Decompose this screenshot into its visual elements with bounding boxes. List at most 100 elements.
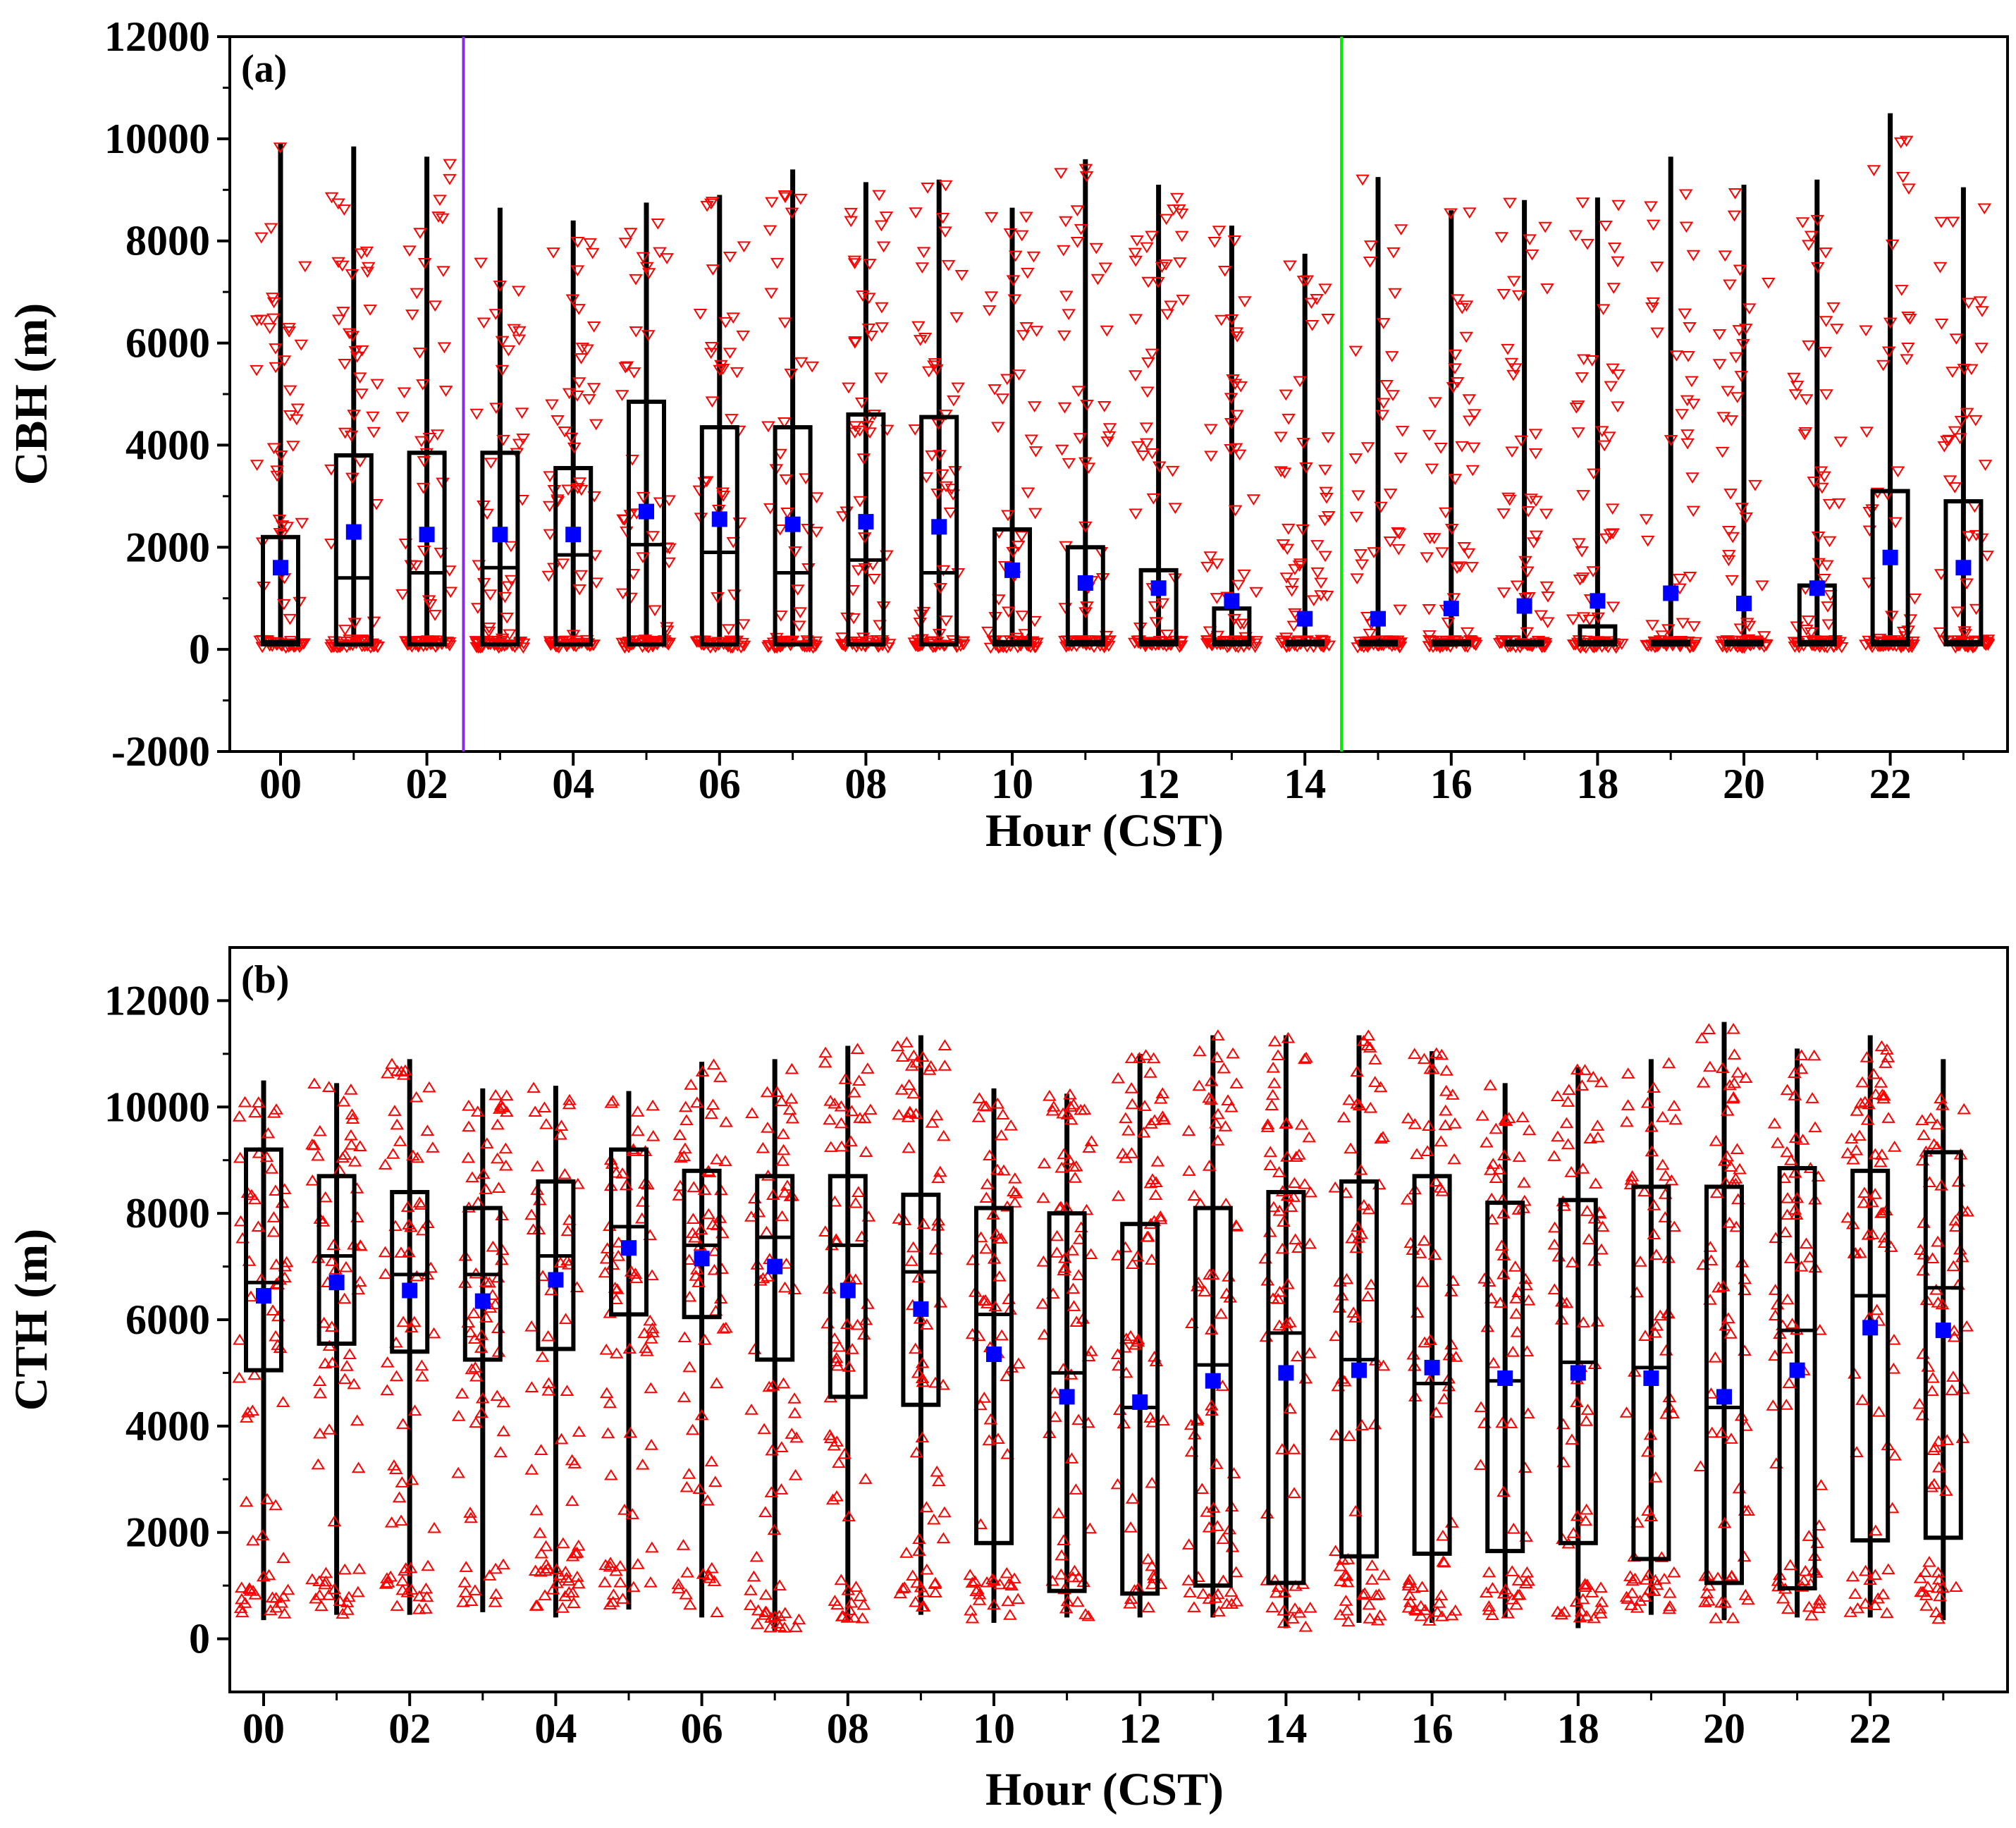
data-point (1928, 1441, 1943, 1453)
data-point (776, 1377, 791, 1389)
data-point (283, 613, 297, 625)
data-point (574, 570, 589, 582)
data-point (933, 583, 947, 594)
data-point (676, 1539, 691, 1550)
data-point (651, 218, 665, 230)
data-point (1568, 230, 1583, 242)
data-point (325, 1255, 339, 1266)
data-point (1131, 1333, 1145, 1345)
data-point (1438, 507, 1453, 519)
data-point (1802, 1530, 1817, 1541)
data-point (345, 269, 359, 281)
data-point (1606, 283, 1621, 294)
data-point (1400, 1193, 1415, 1205)
data-point (1050, 1246, 1064, 1258)
box-hour (1787, 179, 1849, 654)
data-point (1473, 1459, 1488, 1471)
data-point (1062, 309, 1076, 321)
data-point (495, 364, 510, 376)
data-point (1655, 630, 1669, 642)
data-point (1066, 1282, 1081, 1294)
data-point (1217, 265, 1232, 277)
data-point (1726, 532, 1740, 544)
data-point (318, 1357, 332, 1368)
mean-marker (1004, 562, 1020, 578)
box-hour (981, 207, 1044, 654)
data-point (456, 1595, 470, 1607)
data-point (1351, 1220, 1365, 1232)
mean-marker (639, 503, 654, 520)
mean-marker (1497, 1370, 1513, 1386)
data-point (1868, 1569, 1883, 1581)
data-point (931, 1172, 945, 1184)
data-point (1090, 274, 1105, 286)
data-point (1975, 306, 1989, 317)
data-point (1413, 1247, 1427, 1258)
data-point (1738, 1072, 1753, 1083)
data-point (1788, 1089, 1802, 1100)
data-point (1291, 1241, 1305, 1253)
data-point (1336, 1111, 1351, 1123)
data-point (1922, 1555, 1936, 1567)
data-point (603, 1598, 617, 1610)
data-point (764, 288, 778, 300)
data-point (1434, 1589, 1449, 1601)
data-point (1611, 200, 1625, 211)
data-point (1455, 441, 1469, 453)
data-point (1945, 1384, 1959, 1396)
data-point (1718, 250, 1733, 262)
data-point (1924, 1480, 1939, 1492)
data-point (1203, 424, 1218, 436)
data-point (412, 348, 427, 359)
box-hour (963, 1088, 1026, 1624)
data-point (1192, 1079, 1206, 1091)
data-point (1794, 1049, 1809, 1061)
data-point (1840, 1147, 1855, 1158)
data-point (1067, 1098, 1081, 1110)
data-point (428, 300, 443, 312)
data-point (704, 1455, 719, 1467)
data-point (1741, 1593, 1755, 1605)
data-point (385, 1057, 399, 1069)
data-point (915, 1431, 930, 1443)
data-point (1341, 1615, 1356, 1627)
data-point (273, 142, 288, 154)
data-point (764, 1486, 779, 1497)
data-point (1561, 1138, 1575, 1150)
data-points (524, 1081, 586, 1613)
data-point (849, 1273, 863, 1285)
data-point (1089, 243, 1104, 254)
data-point (1410, 1148, 1424, 1160)
data-point (1644, 201, 1658, 213)
data-point (1392, 528, 1407, 540)
data-point (679, 1588, 694, 1600)
data-point (1119, 1112, 1133, 1124)
data-point (1726, 1092, 1740, 1104)
data-point (345, 1108, 359, 1120)
data-point (1730, 1143, 1745, 1155)
data-point (829, 1351, 844, 1363)
data-point (1912, 1397, 1926, 1409)
x-tick-label: 16 (1411, 1705, 1453, 1752)
data-point (1489, 1172, 1504, 1183)
data-point (986, 1208, 1000, 1220)
data-point (1310, 567, 1324, 579)
data-point (1422, 630, 1437, 642)
data-point (1833, 436, 1848, 448)
box-hour (615, 202, 677, 654)
data-point (469, 642, 484, 654)
y-tick-label: 12000 (104, 13, 210, 60)
data-point (1894, 285, 1909, 296)
box (1777, 1166, 1817, 1590)
data-point (1496, 587, 1511, 599)
data-point (899, 1036, 914, 1048)
data-point (1356, 1035, 1371, 1046)
data-point (971, 1111, 986, 1122)
data-point (947, 395, 961, 407)
data-point (1874, 1207, 1888, 1218)
data-point (1506, 1522, 1521, 1534)
data-point (1805, 1092, 1819, 1103)
data-point (402, 1246, 416, 1258)
data-point (1672, 573, 1687, 585)
